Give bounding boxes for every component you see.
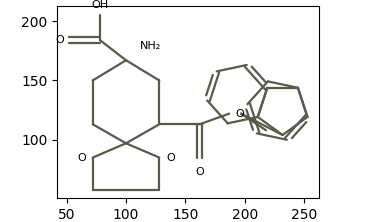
Text: O: O (166, 153, 175, 163)
Text: O: O (195, 167, 204, 177)
Text: OH: OH (91, 0, 108, 10)
Text: NH₂: NH₂ (140, 41, 161, 51)
Text: O: O (55, 35, 64, 45)
Text: O: O (235, 109, 244, 119)
Text: O: O (77, 153, 86, 163)
